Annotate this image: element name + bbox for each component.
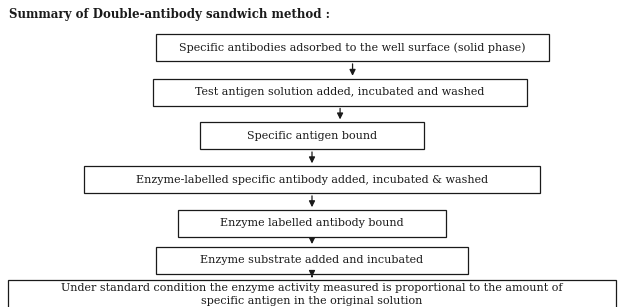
Text: Specific antibodies adsorbed to the well surface (solid phase): Specific antibodies adsorbed to the well…	[179, 42, 526, 53]
Bar	[156, 34, 549, 61]
Text: Test antigen solution added, incubated and washed: Test antigen solution added, incubated a…	[195, 87, 485, 97]
Bar	[178, 210, 446, 237]
Text: Enzyme substrate added and incubated: Enzyme substrate added and incubated	[200, 255, 424, 265]
Bar	[8, 280, 617, 307]
Bar	[156, 247, 468, 274]
Text: Enzyme-labelled specific antibody added, incubated & washed: Enzyme-labelled specific antibody added,…	[136, 175, 488, 185]
Text: Enzyme labelled antibody bound: Enzyme labelled antibody bound	[220, 219, 404, 228]
Bar	[200, 122, 424, 149]
Bar	[153, 79, 527, 106]
Text: Summary of Double-antibody sandwich method :: Summary of Double-antibody sandwich meth…	[9, 8, 330, 21]
Text: Specific antigen bound: Specific antigen bound	[247, 131, 377, 141]
Bar	[84, 166, 540, 193]
Text: Under standard condition the enzyme activity measured is proportional to the amo: Under standard condition the enzyme acti…	[61, 283, 563, 306]
